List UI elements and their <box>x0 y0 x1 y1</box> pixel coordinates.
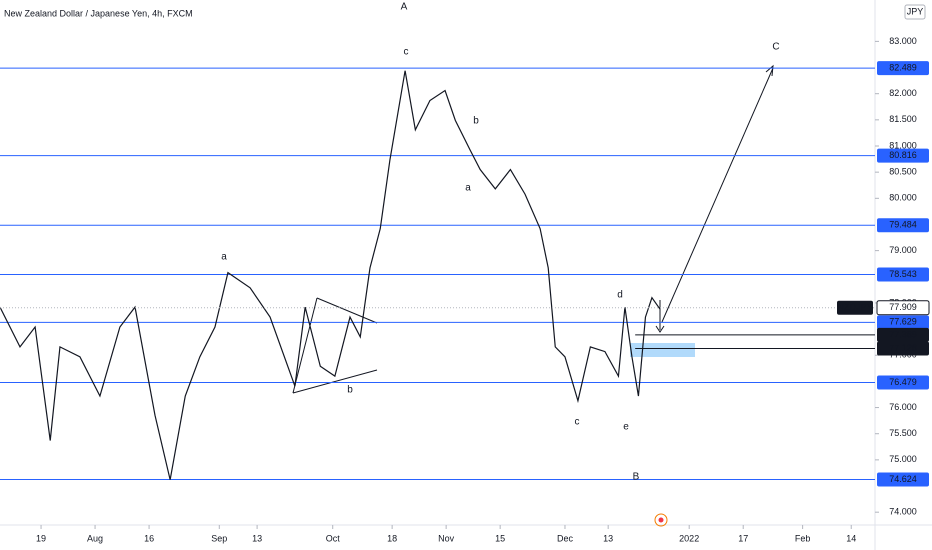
last-price-label: 77.909 <box>889 302 917 312</box>
x-tick-label: 13 <box>252 533 262 543</box>
level-label: 80.816 <box>889 150 917 160</box>
y-tick-label: 82.000 <box>889 88 917 98</box>
y-tick-label: 74.000 <box>889 507 917 517</box>
wave-label: a <box>465 183 471 194</box>
highlight <box>630 343 695 357</box>
y-tick-label: 83.000 <box>889 36 917 46</box>
y-tick-label: 75.000 <box>889 454 917 464</box>
y-tick-label: 80.000 <box>889 193 917 203</box>
chart-title: New Zealand Dollar / Japanese Yen, 4h, F… <box>4 8 193 18</box>
last-name: NZDJPY <box>837 302 872 312</box>
wave-label: C <box>772 42 779 53</box>
level-box <box>877 267 929 282</box>
level-label: 82.489 <box>889 62 917 72</box>
level-box <box>877 61 929 76</box>
level-box <box>877 218 929 233</box>
x-tick-label: Oct <box>326 533 341 543</box>
x-tick-label: 18 <box>387 533 397 543</box>
level-label: 78.543 <box>889 269 917 279</box>
x-tick-label: 17 <box>738 533 748 543</box>
currency: JPY <box>907 6 924 16</box>
x-tick-label: Sep <box>211 533 227 543</box>
wave-label: A <box>401 2 408 13</box>
x-tick-label: Feb <box>795 533 811 543</box>
level-box <box>877 148 929 163</box>
wave-label: c <box>404 47 409 58</box>
x-tick-label: Aug <box>87 533 103 543</box>
level-label: 74.624 <box>889 474 917 484</box>
black-level-label: 77.128 <box>889 343 917 353</box>
last-name-bg <box>837 300 873 315</box>
dividend-icon <box>654 513 668 527</box>
x-tick-label: 16 <box>144 533 154 543</box>
level-box <box>877 315 929 330</box>
y-tick-label: 80.500 <box>889 167 917 177</box>
x-tick-label: 2022 <box>679 533 699 543</box>
black-level-label: 77.389 <box>889 329 917 339</box>
x-tick-label: Nov <box>438 533 455 543</box>
wave-label: d <box>617 290 623 301</box>
x-tick-label: Dec <box>557 533 574 543</box>
wave-label: e <box>623 422 629 433</box>
level-label: 76.479 <box>889 377 917 387</box>
x-tick-label: 14 <box>846 533 856 543</box>
wave-label: c <box>575 417 580 428</box>
y-tick-label: 81.000 <box>889 140 917 150</box>
last-price-box <box>876 300 930 316</box>
currency-box <box>904 4 926 20</box>
level-box <box>877 375 929 390</box>
black-level-box <box>877 341 929 356</box>
black-level-box <box>877 327 929 342</box>
wave-label: b <box>347 385 353 396</box>
wave-label: B <box>633 472 640 483</box>
wave-label: a <box>221 252 227 263</box>
price-line <box>0 70 661 480</box>
x-tick-label: 15 <box>495 533 505 543</box>
y-tick-label: 81.500 <box>889 114 917 124</box>
level-label: 77.629 <box>889 317 917 327</box>
y-tick-label: 75.500 <box>889 428 917 438</box>
drawings <box>292 64 774 394</box>
level-box <box>877 472 929 487</box>
x-tick-label: 13 <box>603 533 613 543</box>
x-tick-label: 19 <box>36 533 46 543</box>
y-tick-label: 79.000 <box>889 245 917 255</box>
y-tick-label: 76.000 <box>889 402 917 412</box>
wave-label: b <box>473 116 479 127</box>
level-label: 79.484 <box>889 220 917 230</box>
